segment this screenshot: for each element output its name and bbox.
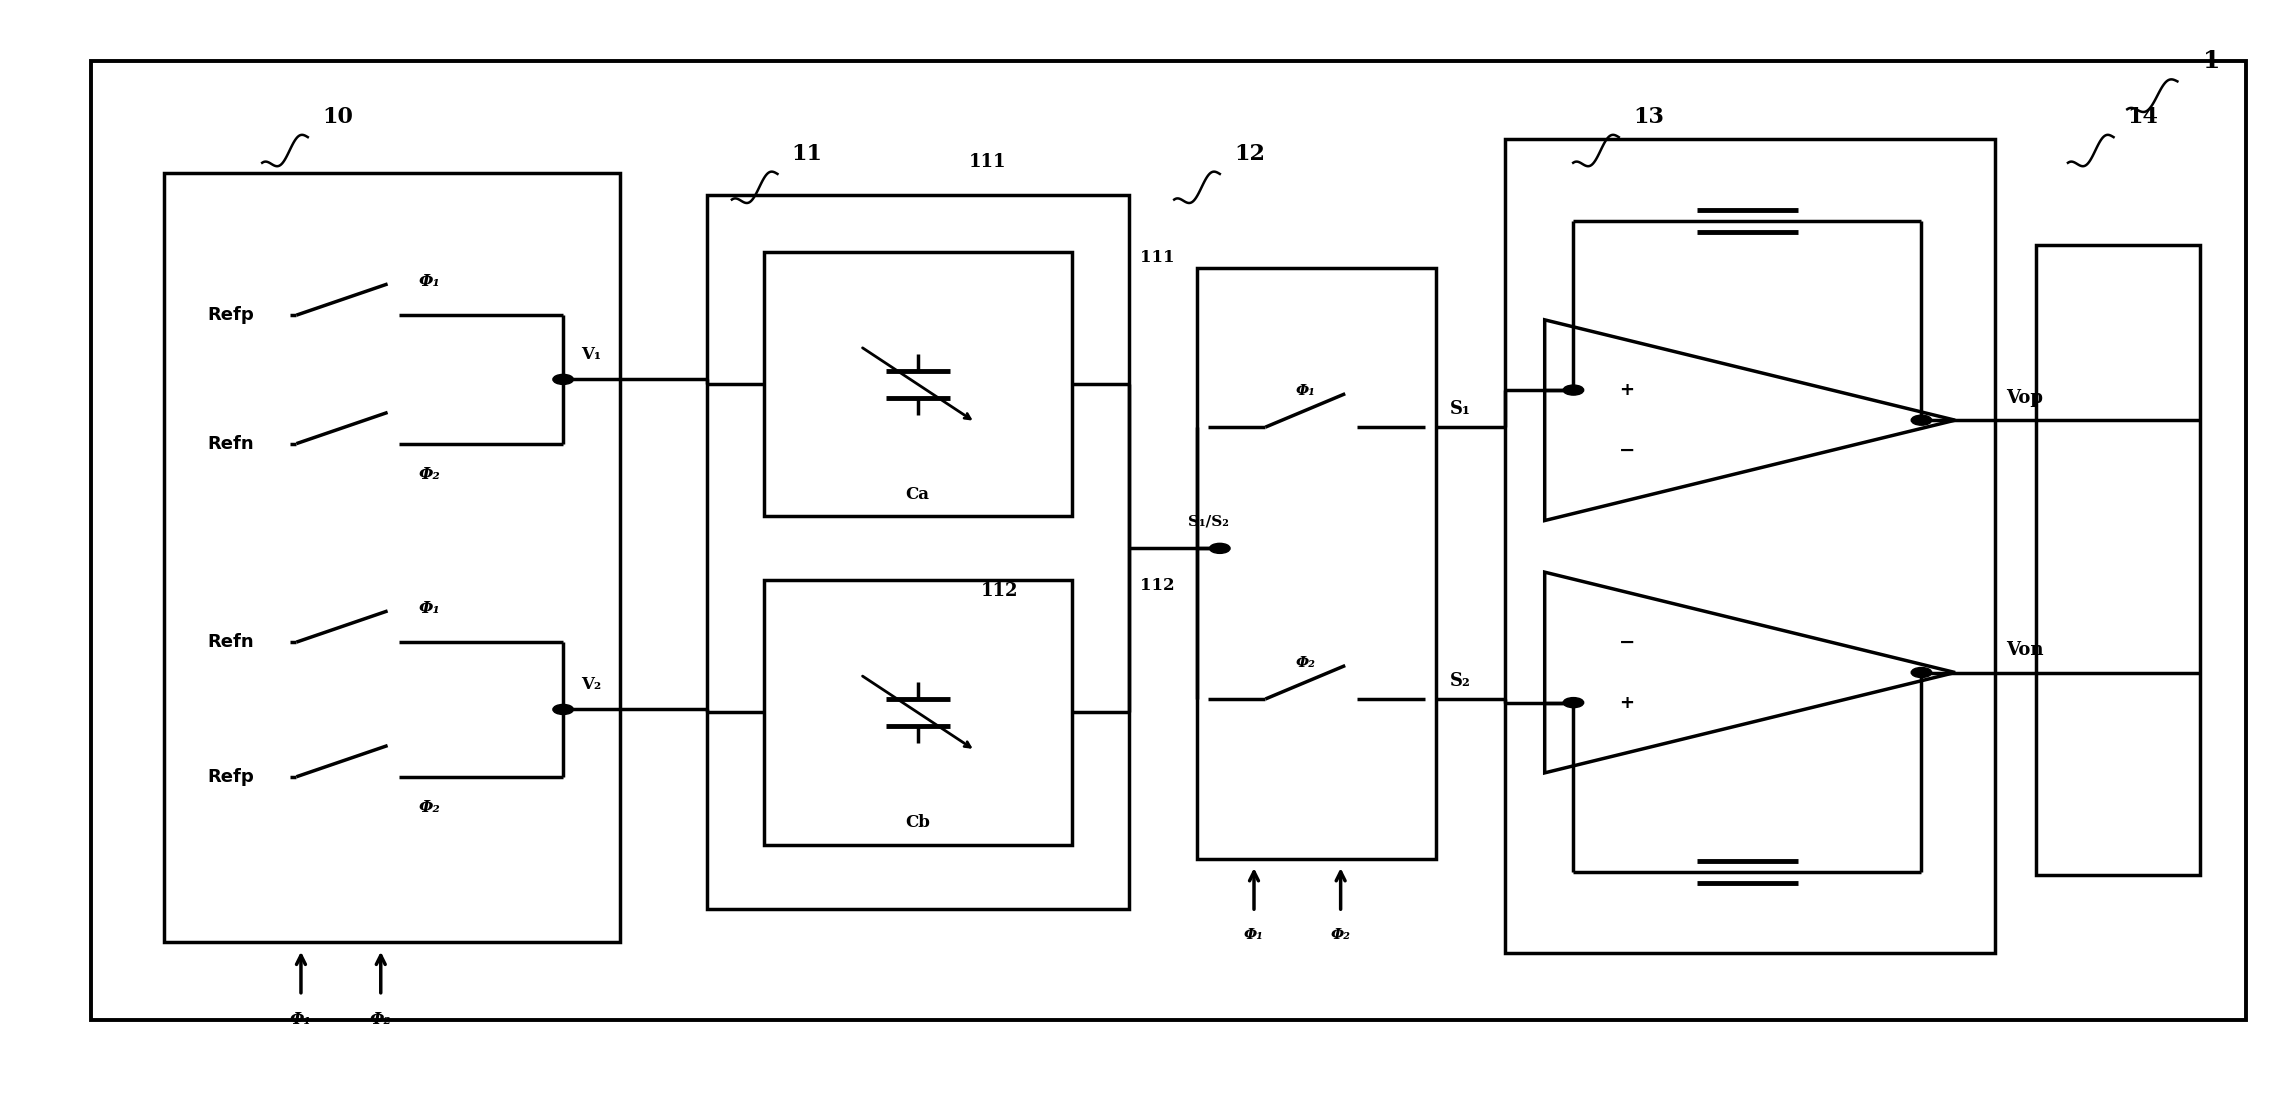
Text: 14: 14 — [2127, 106, 2159, 128]
Circle shape — [1564, 385, 1585, 395]
Text: S₁: S₁ — [1450, 400, 1471, 418]
Text: S₂: S₂ — [1450, 672, 1471, 690]
Bar — [764, 581, 1072, 844]
Bar — [707, 195, 1129, 909]
Text: Refp: Refp — [207, 307, 253, 324]
Text: Cb: Cb — [905, 814, 930, 831]
Text: 112: 112 — [1140, 578, 1174, 594]
Text: Refp: Refp — [207, 768, 253, 786]
Text: Φ₁: Φ₁ — [1295, 385, 1316, 398]
Text: −: − — [1619, 440, 1635, 459]
Text: 1: 1 — [2202, 49, 2221, 74]
Text: 12: 12 — [1233, 143, 1265, 165]
Text: 111: 111 — [969, 153, 1005, 171]
Bar — [164, 173, 620, 942]
Text: +: + — [1619, 694, 1635, 711]
Text: Φ₁: Φ₁ — [420, 600, 440, 618]
Text: Φ₁: Φ₁ — [420, 273, 440, 290]
Circle shape — [552, 375, 575, 385]
Text: 11: 11 — [791, 143, 823, 165]
Text: Refn: Refn — [207, 435, 253, 453]
Circle shape — [1564, 698, 1585, 708]
Circle shape — [1208, 543, 1231, 553]
Text: 112: 112 — [980, 582, 1017, 600]
Text: V₁: V₁ — [581, 346, 602, 362]
Bar — [91, 61, 2246, 1020]
Text: 10: 10 — [321, 106, 353, 128]
Text: 13: 13 — [1632, 106, 1664, 128]
Text: −: − — [1619, 633, 1635, 652]
Text: S₁/S₂: S₁/S₂ — [1188, 514, 1229, 529]
Text: Ca: Ca — [905, 486, 930, 503]
Bar — [2036, 245, 2200, 875]
Text: Φ₁: Φ₁ — [290, 1011, 312, 1028]
Text: Vop: Vop — [2006, 389, 2043, 407]
Text: Φ₂: Φ₂ — [1332, 928, 1350, 942]
Text: 111: 111 — [1140, 249, 1174, 265]
Text: V₂: V₂ — [581, 676, 602, 692]
Text: +: + — [1619, 381, 1635, 399]
Circle shape — [1911, 415, 1931, 425]
Text: Φ₂: Φ₂ — [420, 799, 440, 816]
Bar — [1197, 268, 1436, 859]
Circle shape — [1911, 668, 1931, 678]
Bar — [1505, 139, 1995, 953]
Circle shape — [552, 705, 575, 715]
Text: Refn: Refn — [207, 633, 253, 651]
Text: Φ₁: Φ₁ — [1245, 928, 1263, 942]
Text: Φ₂: Φ₂ — [420, 466, 440, 484]
Text: Φ₂: Φ₂ — [1295, 657, 1316, 670]
Text: Von: Von — [2006, 641, 2043, 659]
Text: Φ₂: Φ₂ — [369, 1011, 392, 1028]
Bar — [764, 252, 1072, 516]
